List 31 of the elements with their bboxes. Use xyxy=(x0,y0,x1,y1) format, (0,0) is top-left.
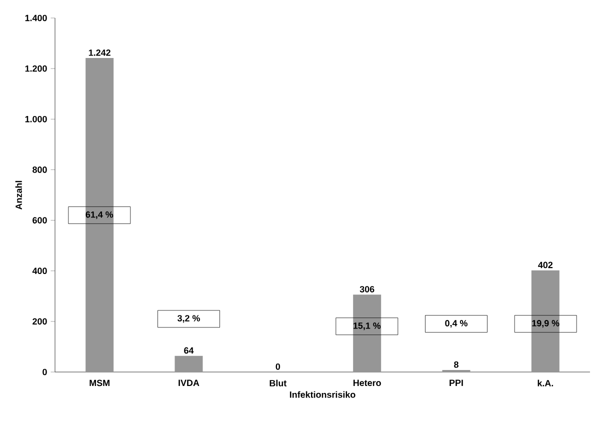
y-tick-label: 600 xyxy=(32,217,47,224)
data-label: 1.242 xyxy=(88,49,110,56)
bar xyxy=(531,270,560,372)
y-tick-label: 1.400 xyxy=(25,14,47,22)
data-label: 8 xyxy=(454,361,458,368)
x-tick-label: PPI xyxy=(450,380,463,386)
y-tick-label: 1.000 xyxy=(25,116,47,122)
y-tick-label: 400 xyxy=(32,268,47,274)
annotation: 0,4 % xyxy=(445,320,468,328)
x-axis-title: Infektionsrisiko xyxy=(290,391,356,398)
data-label: 64 xyxy=(184,347,194,354)
x-tick-label: IVDA xyxy=(178,380,200,386)
y-tick-label: 0 xyxy=(42,368,47,376)
data-label: 0 xyxy=(276,363,280,370)
x-tick-label: MSM xyxy=(90,380,110,386)
annotation: 3,2 % xyxy=(177,315,200,323)
bar xyxy=(86,58,114,372)
y-tick-label: 1.200 xyxy=(25,65,47,72)
y-tick-label: 800 xyxy=(32,166,47,173)
bar xyxy=(174,356,203,372)
x-tick-label: Hetero xyxy=(353,380,381,386)
data-label: 306 xyxy=(360,286,374,292)
y-axis-title: Anzahl xyxy=(15,180,22,210)
annotation: 15,1 % xyxy=(354,322,381,330)
bar xyxy=(353,294,382,372)
annotation: 19,9 % xyxy=(532,320,560,328)
annotation: 61,4 % xyxy=(86,211,114,220)
x-tick-label: Blut xyxy=(270,380,287,386)
data-label: 402 xyxy=(538,262,553,268)
y-tick-label: 200 xyxy=(32,318,47,325)
x-tick-label: k.A. xyxy=(538,380,554,386)
